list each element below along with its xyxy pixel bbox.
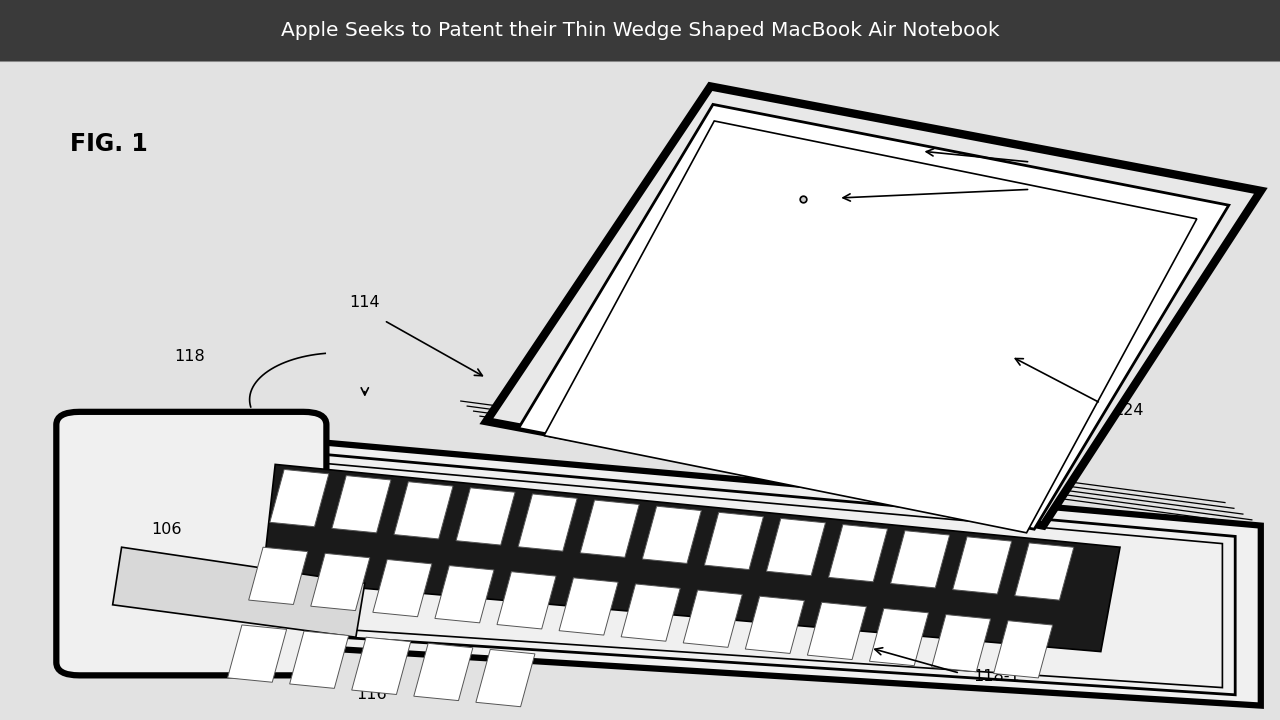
Polygon shape xyxy=(352,637,411,695)
Polygon shape xyxy=(497,572,556,629)
Polygon shape xyxy=(952,537,1011,594)
Polygon shape xyxy=(767,518,826,576)
Polygon shape xyxy=(270,469,329,527)
Text: FIG. 1: FIG. 1 xyxy=(70,132,147,156)
Polygon shape xyxy=(993,621,1052,678)
Text: Apple Seeks to Patent their Thin Wedge Shaped MacBook Air Notebook: Apple Seeks to Patent their Thin Wedge S… xyxy=(280,21,1000,40)
Polygon shape xyxy=(704,513,763,570)
Polygon shape xyxy=(643,506,701,564)
Polygon shape xyxy=(394,482,453,539)
Text: 126: 126 xyxy=(1037,184,1068,198)
Polygon shape xyxy=(476,649,535,707)
Polygon shape xyxy=(869,608,928,666)
Polygon shape xyxy=(372,559,431,617)
Text: 108: 108 xyxy=(1037,155,1068,169)
Text: 114: 114 xyxy=(349,294,380,310)
Polygon shape xyxy=(113,547,365,637)
Polygon shape xyxy=(228,625,287,683)
FancyBboxPatch shape xyxy=(56,412,326,675)
Polygon shape xyxy=(808,602,867,660)
Polygon shape xyxy=(684,590,742,647)
Text: 118: 118 xyxy=(174,349,205,364)
Polygon shape xyxy=(413,644,472,701)
Polygon shape xyxy=(932,615,991,672)
Polygon shape xyxy=(1015,543,1074,600)
Polygon shape xyxy=(332,476,390,533)
Polygon shape xyxy=(486,86,1261,526)
Text: 124: 124 xyxy=(1114,403,1144,418)
Polygon shape xyxy=(745,596,804,654)
Polygon shape xyxy=(559,577,618,635)
Text: 116: 116 xyxy=(356,688,387,702)
Polygon shape xyxy=(580,500,639,557)
Text: 120: 120 xyxy=(803,318,836,337)
Polygon shape xyxy=(248,547,307,605)
Polygon shape xyxy=(83,421,1261,706)
Polygon shape xyxy=(115,436,1235,695)
Polygon shape xyxy=(289,631,348,688)
Polygon shape xyxy=(311,554,370,611)
Polygon shape xyxy=(134,446,1222,688)
Polygon shape xyxy=(891,531,950,588)
Text: 106: 106 xyxy=(151,522,182,536)
Polygon shape xyxy=(518,104,1229,529)
Polygon shape xyxy=(544,121,1197,533)
Text: 118-1: 118-1 xyxy=(973,670,1020,684)
Polygon shape xyxy=(262,464,1120,652)
Polygon shape xyxy=(518,494,577,552)
Polygon shape xyxy=(456,488,515,545)
Polygon shape xyxy=(621,584,680,642)
Polygon shape xyxy=(435,566,494,623)
Polygon shape xyxy=(828,525,887,582)
FancyBboxPatch shape xyxy=(0,0,1280,61)
